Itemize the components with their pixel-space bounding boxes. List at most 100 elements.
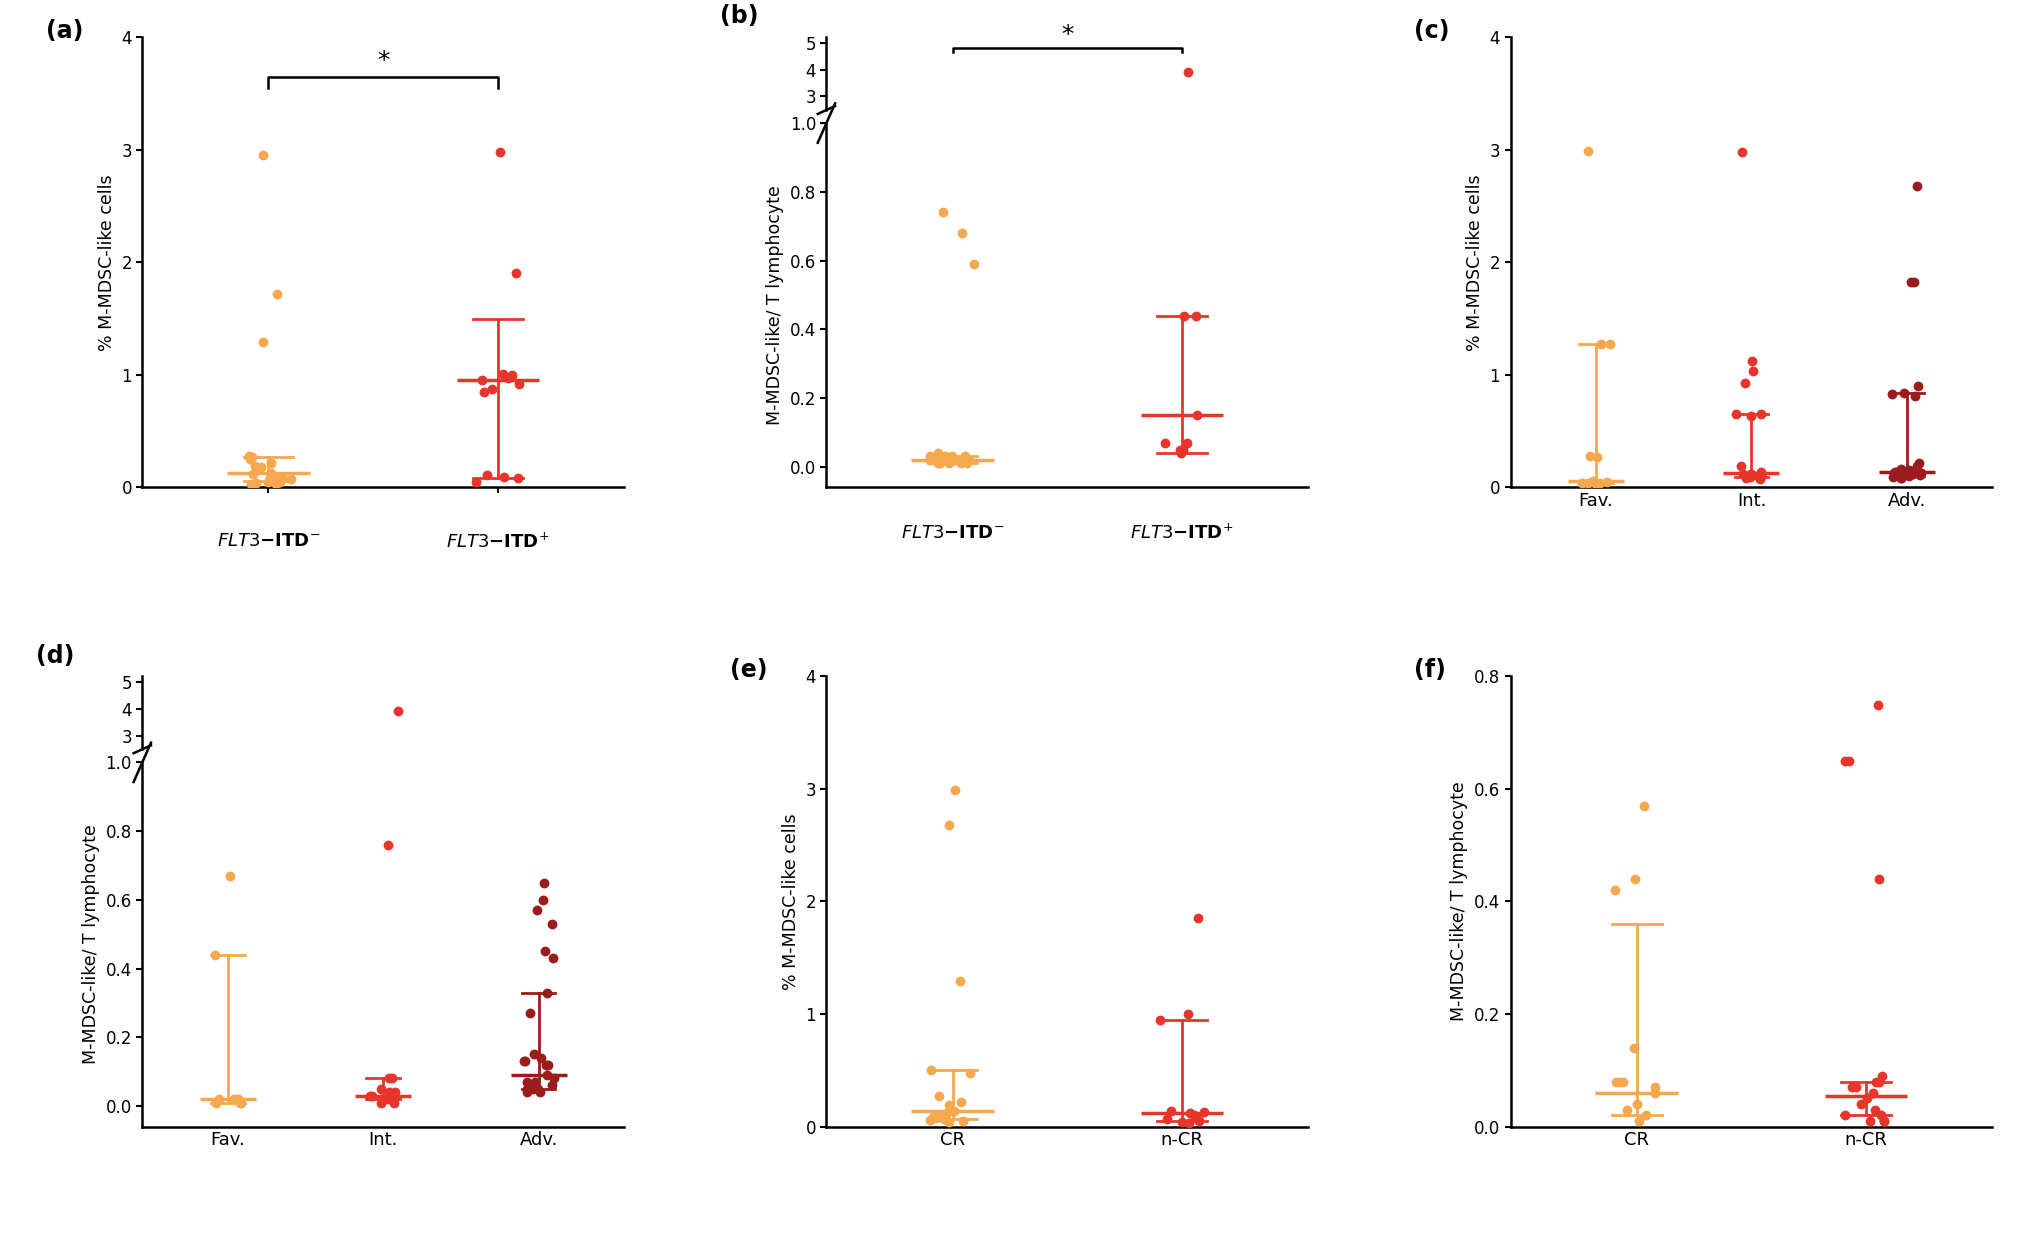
Point <box>530 1065 563 1084</box>
Point <box>370 806 402 826</box>
Point <box>945 150 977 170</box>
Point <box>221 806 254 826</box>
Point <box>1898 272 1930 292</box>
Point <box>1867 1110 1900 1130</box>
Point <box>1577 470 1609 490</box>
Point <box>475 380 508 400</box>
Point <box>530 983 563 1003</box>
Point <box>356 1086 388 1106</box>
Point <box>933 167 965 187</box>
Point <box>1894 272 1926 292</box>
Point <box>1863 1106 1896 1125</box>
Point <box>1898 386 1930 406</box>
Point <box>1725 464 1758 484</box>
Point <box>252 472 284 491</box>
Point <box>914 447 947 467</box>
Point <box>536 948 569 968</box>
Point <box>1827 1106 1859 1125</box>
Point <box>356 806 388 826</box>
Point <box>929 447 961 467</box>
Point <box>957 254 990 274</box>
Point <box>224 1093 256 1113</box>
Point <box>199 1093 232 1113</box>
Point <box>203 1089 236 1109</box>
Point <box>947 1110 979 1130</box>
Point <box>1144 1010 1177 1030</box>
Point <box>199 795 232 815</box>
Point <box>923 167 955 187</box>
Point <box>957 151 990 171</box>
Point <box>1571 141 1603 161</box>
Point <box>1884 468 1916 488</box>
Point <box>923 167 955 187</box>
Point <box>1743 469 1776 489</box>
Point <box>935 167 967 187</box>
Point <box>920 1106 953 1125</box>
Point <box>510 805 543 825</box>
Point <box>528 795 561 815</box>
Point <box>500 264 532 284</box>
Text: (f): (f) <box>1414 659 1445 682</box>
Point <box>1593 334 1626 354</box>
Point <box>376 1068 408 1088</box>
Point <box>378 806 410 826</box>
Point <box>364 1093 396 1113</box>
Point <box>1620 1094 1652 1114</box>
Y-axis label: % M-MDSC-like cells: % M-MDSC-like cells <box>98 173 116 350</box>
Point <box>508 1051 541 1071</box>
Point <box>240 456 272 475</box>
Point <box>496 365 528 385</box>
Point <box>920 166 953 186</box>
Point <box>923 453 955 473</box>
Point <box>933 1112 965 1132</box>
Point <box>244 457 276 477</box>
Point <box>374 1068 406 1088</box>
Point <box>354 1086 386 1106</box>
Point <box>1743 465 1776 485</box>
Point <box>1894 462 1926 482</box>
Point <box>1181 163 1213 183</box>
Text: $\it{FLT3}$$\bf{-ITD}$$^{-}$: $\it{FLT3}$$\bf{-ITD}$$^{-}$ <box>900 524 1004 542</box>
Point <box>213 789 246 808</box>
Point <box>1892 461 1924 480</box>
Point <box>1599 1072 1632 1092</box>
Point <box>492 368 524 387</box>
Point <box>1896 464 1928 484</box>
Point <box>1729 468 1762 488</box>
Point <box>1743 405 1776 425</box>
Point <box>1900 456 1932 475</box>
Point <box>1571 473 1603 493</box>
Point <box>1187 1102 1219 1122</box>
Point <box>221 1089 254 1109</box>
Point <box>526 790 559 810</box>
Point <box>914 167 947 187</box>
Text: (b): (b) <box>719 5 758 28</box>
Point <box>1179 306 1211 326</box>
Point <box>1743 467 1776 487</box>
Point <box>925 449 957 469</box>
Point <box>536 914 569 933</box>
Point <box>526 873 559 893</box>
Point <box>1148 433 1181 453</box>
Point <box>524 1082 557 1102</box>
Point <box>1626 796 1658 816</box>
Point <box>927 147 959 167</box>
Point <box>914 1061 947 1081</box>
Point <box>528 1055 561 1075</box>
Point <box>923 1086 955 1106</box>
Point <box>1859 1072 1892 1092</box>
Point <box>518 805 551 825</box>
Point <box>1723 456 1756 475</box>
Point <box>937 1101 969 1120</box>
Point <box>246 332 278 352</box>
Text: *: * <box>376 50 390 73</box>
Point <box>1179 156 1211 176</box>
Point <box>933 1096 965 1115</box>
Y-axis label: M-MDSC-like/ T lymphocyte: M-MDSC-like/ T lymphocyte <box>81 825 100 1065</box>
Point <box>929 1104 961 1124</box>
Y-axis label: M-MDSC-like/ T lymphocyte: M-MDSC-like/ T lymphocyte <box>1449 781 1467 1021</box>
Point <box>1581 447 1613 467</box>
Point <box>939 449 971 469</box>
Point <box>1170 1004 1203 1024</box>
Point <box>945 1092 977 1112</box>
